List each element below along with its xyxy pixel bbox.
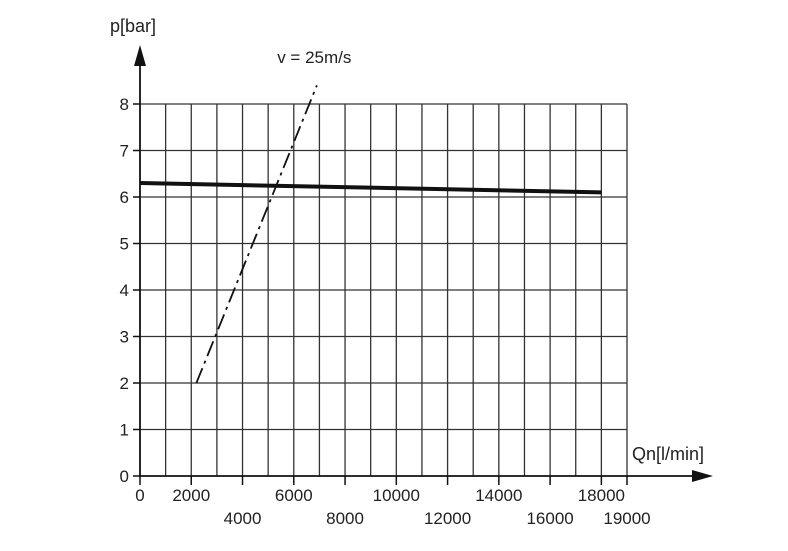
y-tick-label: 1 bbox=[120, 421, 129, 440]
x-tick-label: 8000 bbox=[326, 509, 364, 528]
series-line-pressure bbox=[139, 181, 602, 195]
grid bbox=[140, 103, 628, 476]
x-axis-arrow-icon bbox=[692, 470, 713, 482]
axes bbox=[133, 45, 713, 485]
y-tick-label: 7 bbox=[120, 142, 129, 161]
x-tick-label: 6000 bbox=[275, 486, 313, 505]
x-tick-label: 10000 bbox=[373, 486, 420, 505]
x-tick-label: 4000 bbox=[224, 509, 262, 528]
x-tick-label: 2000 bbox=[172, 486, 210, 505]
x-tick-label: 0 bbox=[135, 486, 144, 505]
y-tick-label: 2 bbox=[120, 374, 129, 393]
x-tick-label: 14000 bbox=[475, 486, 522, 505]
y-tick-label: 4 bbox=[120, 281, 129, 300]
x-tick-label: 12000 bbox=[424, 509, 471, 528]
series-line-velocity bbox=[195, 85, 318, 384]
y-axis-label: p[bar] bbox=[110, 16, 156, 36]
y-tick-label: 5 bbox=[120, 235, 129, 254]
x-tick-label: 18000 bbox=[578, 486, 625, 505]
velocity-annotation: v = 25m/s bbox=[277, 48, 351, 67]
y-tick-label: 3 bbox=[120, 328, 129, 347]
x-tick-label: 19000 bbox=[603, 509, 650, 528]
labels-group: 0 1 2 3 4 5 6 7 8 0 2000 6000 10000 14000 18000 4000 800… bbox=[110, 16, 704, 528]
y-axis-arrow-icon bbox=[134, 45, 146, 66]
y-tick-label: 0 bbox=[120, 467, 129, 486]
x-tick-label: 16000 bbox=[526, 509, 573, 528]
series-group bbox=[139, 85, 602, 384]
y-tick-label: 6 bbox=[120, 188, 129, 207]
y-tick-label: 8 bbox=[120, 95, 129, 114]
x-axis-label: Qn[l/min] bbox=[632, 444, 704, 464]
